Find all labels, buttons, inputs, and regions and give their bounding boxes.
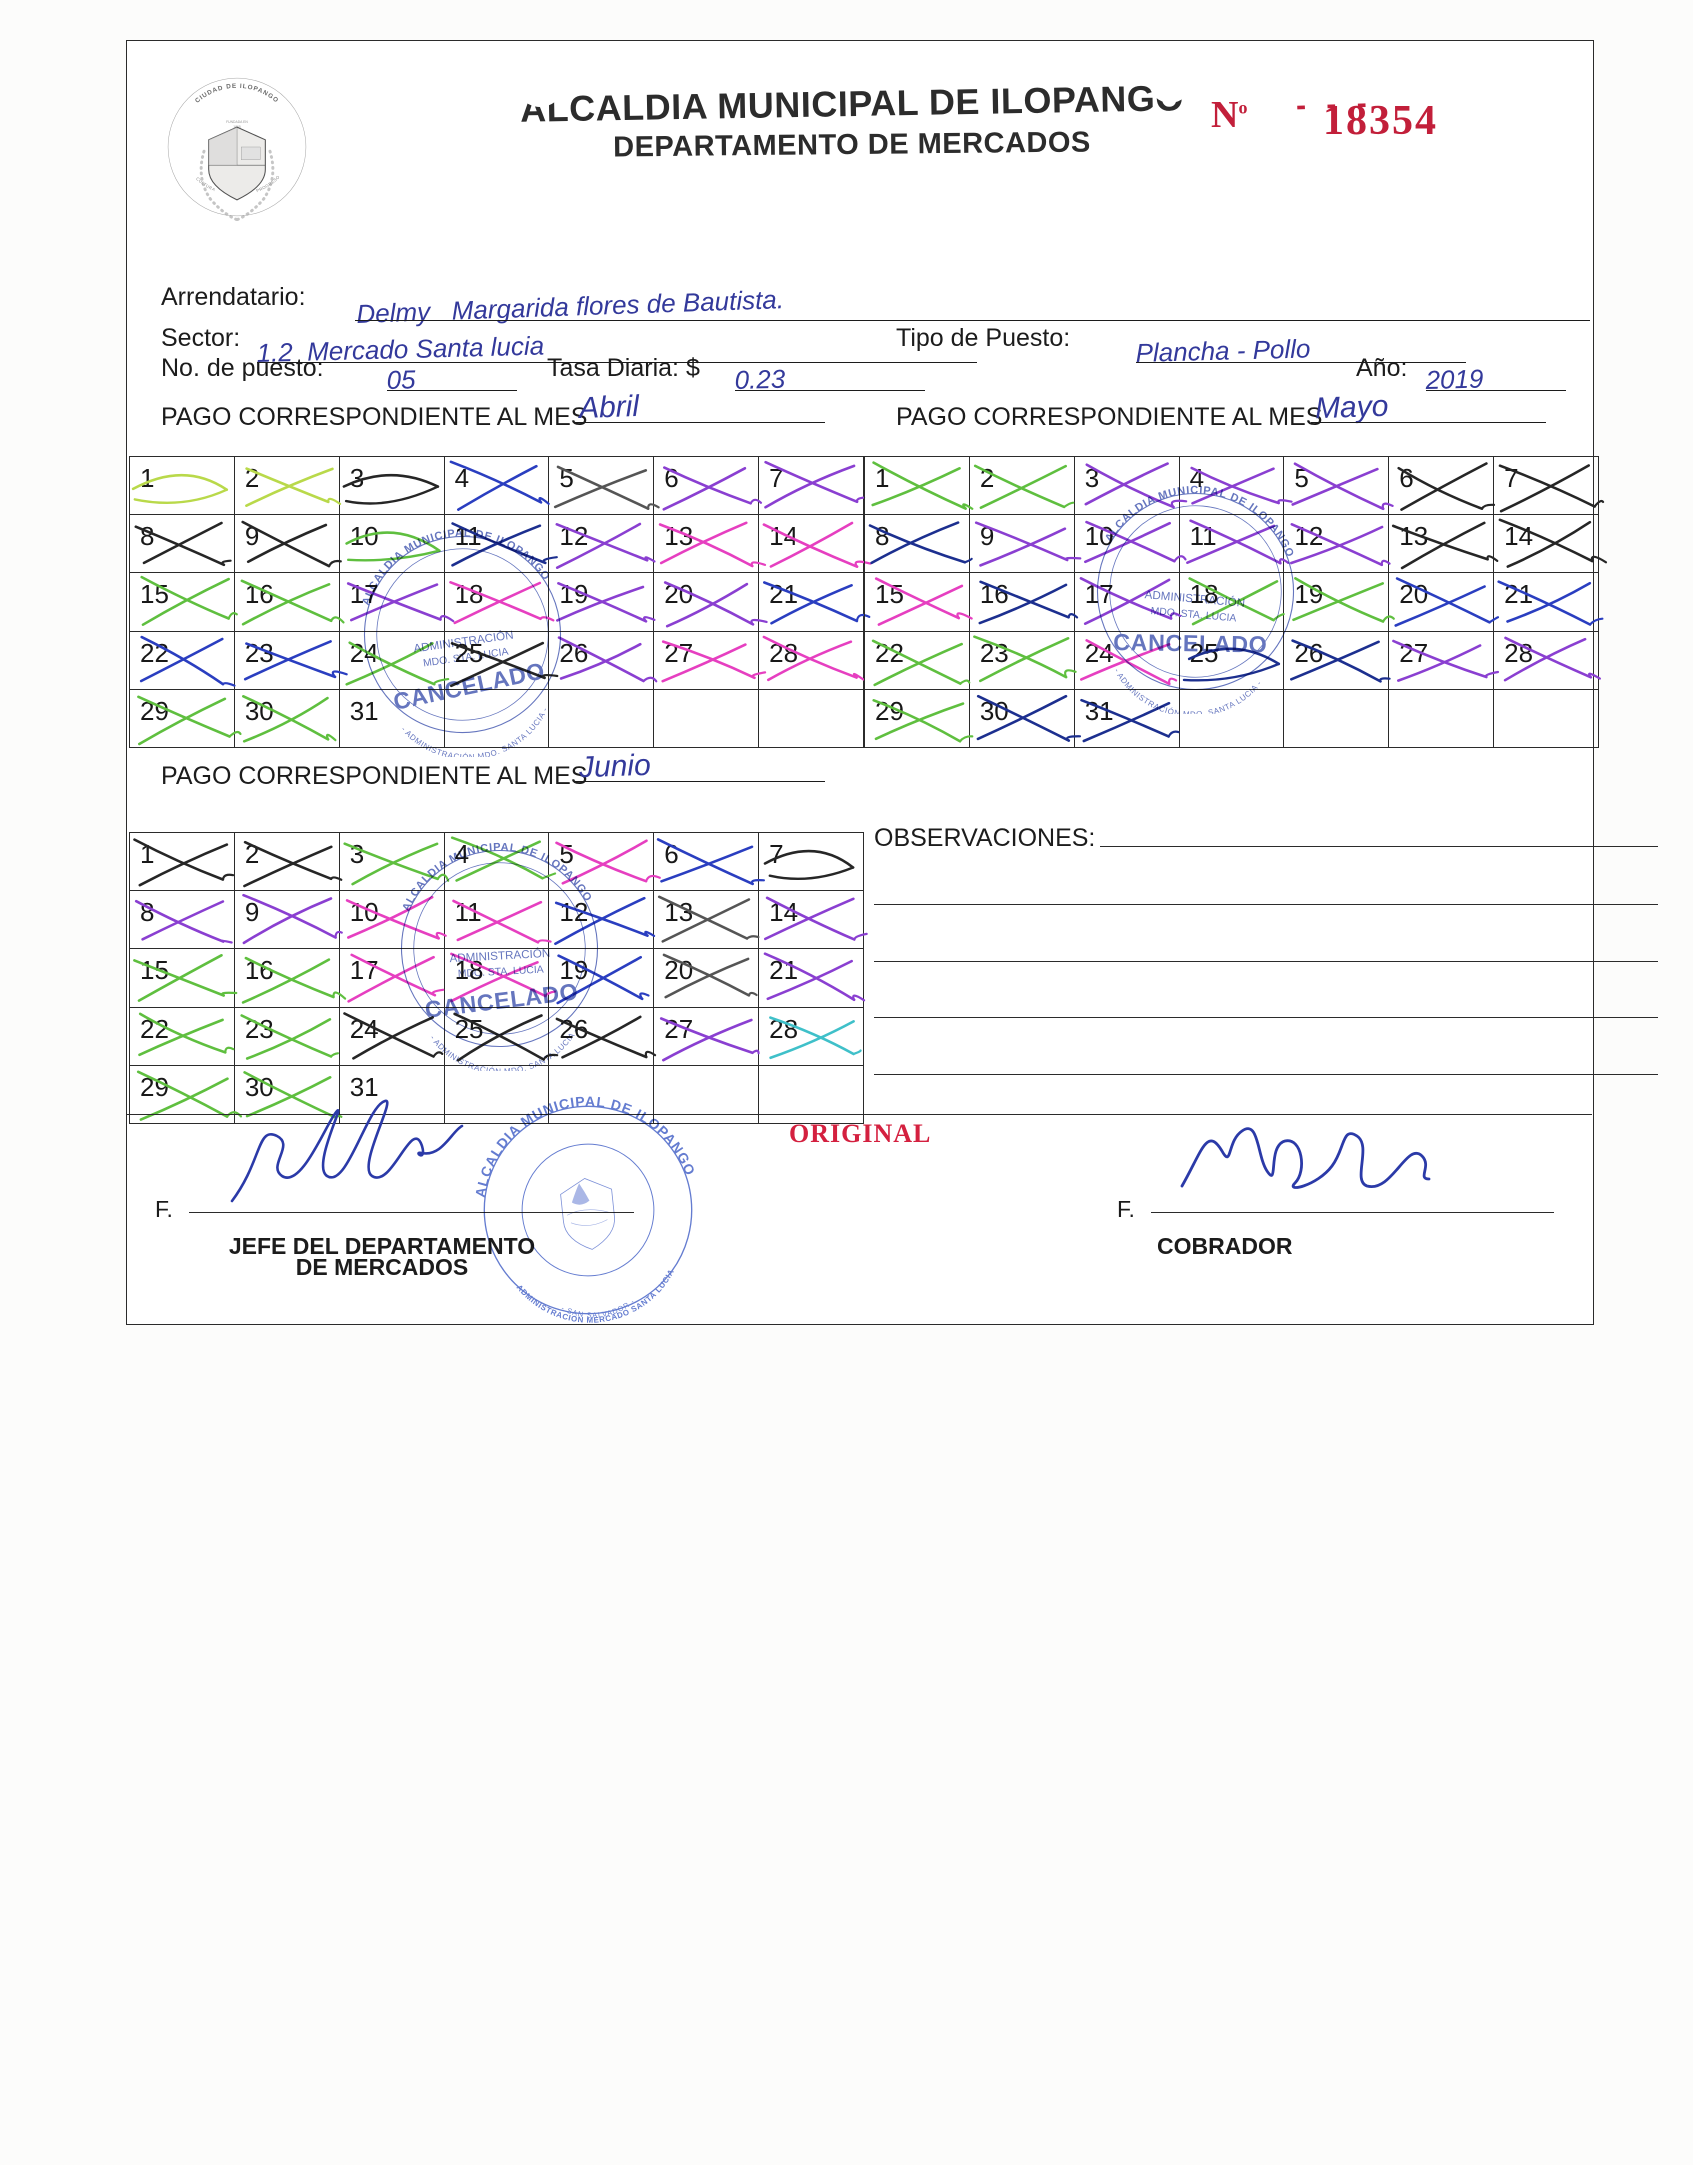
svg-text:CIUDAD DE ILOPANGO: CIUDAD DE ILOPANGO: [194, 83, 280, 105]
svg-text:FUNDADA EN: FUNDADA EN: [226, 120, 248, 124]
